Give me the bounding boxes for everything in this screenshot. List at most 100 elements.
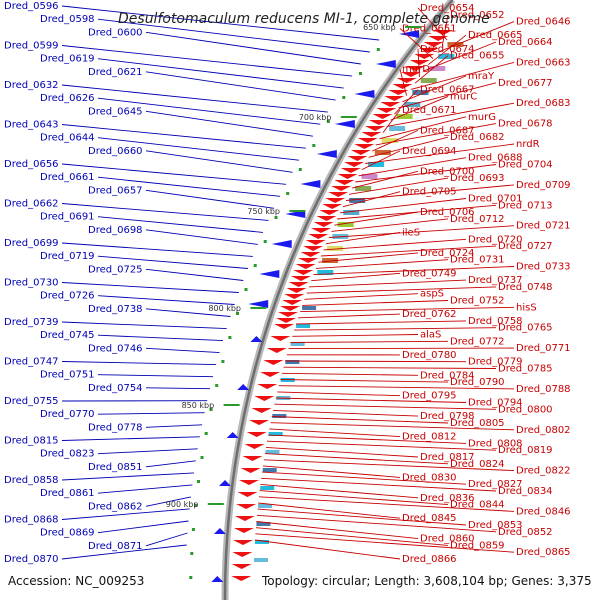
reverse-gene-arrow xyxy=(276,318,297,323)
gene-label-right: Dred_0784 xyxy=(420,370,475,381)
cds-annotation-block xyxy=(302,306,317,310)
reverse-gene-arrow xyxy=(239,480,259,485)
rna-marker xyxy=(376,48,380,51)
leader-line-right xyxy=(410,61,515,90)
reverse-gene-arrow xyxy=(282,300,303,305)
cds-annotation-block xyxy=(272,414,287,418)
gene-label-right: Dred_0700 xyxy=(420,166,475,177)
reverse-gene-arrow xyxy=(286,288,307,293)
reverse-gene-arrow xyxy=(388,90,409,95)
leader-line-right xyxy=(428,34,467,66)
reverse-gene-arrow xyxy=(300,252,321,257)
gene-label-left: Dred_0662 xyxy=(4,199,59,210)
leader-line-left xyxy=(61,472,195,481)
reverse-gene-arrow xyxy=(242,456,263,461)
gene-label-right: Dred_0682 xyxy=(450,132,505,143)
gene-label-right: Dred_0705 xyxy=(402,187,457,198)
leader-line-right xyxy=(390,95,449,121)
gene-label-right: Dred_0758 xyxy=(468,316,523,327)
cds-annotation-block xyxy=(447,42,464,47)
reverse-gene-arrow xyxy=(433,30,454,35)
leader-line-left xyxy=(145,347,220,354)
reverse-gene-arrow xyxy=(365,126,386,131)
gene-label-right: Dred_0737 xyxy=(468,275,523,286)
gene-label-right: Dred_0852 xyxy=(498,527,553,538)
forward-gene-arrow xyxy=(354,90,375,98)
leader-line-right xyxy=(351,170,419,189)
leader-line-left xyxy=(145,460,196,468)
gene-label-left: Dred_0719 xyxy=(40,251,95,262)
gene-label-right: murG xyxy=(468,112,496,123)
leader-line-left xyxy=(61,282,239,293)
reverse-gene-arrow xyxy=(368,120,389,125)
gene-label-left: Dred_0858 xyxy=(4,475,59,486)
accession-text: Accession: NC_009253 xyxy=(8,574,144,588)
cds-annotation-block xyxy=(265,450,280,454)
leader-line-left xyxy=(97,334,224,342)
gene-label-right: Dred_0817 xyxy=(420,452,475,463)
reverse-gene-arrow xyxy=(234,516,255,521)
reverse-gene-arrow xyxy=(298,258,319,263)
reverse-gene-arrow xyxy=(384,96,405,101)
reverse-gene-arrow xyxy=(334,180,355,185)
gene-label-right: alaS xyxy=(420,330,441,341)
gene-label-left: Dred_0754 xyxy=(88,383,143,394)
gene-label-right: ileS xyxy=(402,228,420,239)
rna-marker xyxy=(194,504,198,507)
cds-annotation-block xyxy=(262,468,277,472)
kbp-marker-label: 650 kbp xyxy=(363,23,396,32)
leader-line-right xyxy=(358,157,467,177)
gene-label-right: Dred_0731 xyxy=(450,255,505,266)
reverse-gene-arrow xyxy=(274,324,295,329)
leader-line-right xyxy=(399,28,434,59)
gene-label-left: Dred_0632 xyxy=(4,80,59,91)
cds-annotation-block xyxy=(290,342,305,346)
leader-line-right xyxy=(326,232,401,245)
gene-label-right: murD xyxy=(402,64,430,75)
leader-line-right xyxy=(258,496,515,512)
gene-label-left: Dred_0596 xyxy=(4,1,59,12)
gene-label-right: Dred_0683 xyxy=(516,98,571,109)
rna-marker xyxy=(342,96,346,99)
gene-label-right: hisS xyxy=(516,302,537,313)
forward-gene-arrow xyxy=(219,480,231,486)
leader-line-right xyxy=(290,340,449,343)
gene-label-right: Dred_0780 xyxy=(402,350,457,361)
gene-label-right: Dred_0834 xyxy=(498,486,553,497)
leader-line-right xyxy=(375,123,497,146)
leader-line-right xyxy=(417,48,420,78)
gene-label-right: Dred_0752 xyxy=(450,296,505,307)
leader-line-left xyxy=(61,508,190,520)
forward-gene-arrow xyxy=(211,576,224,582)
gene-label-right: Dred_0678 xyxy=(498,119,553,130)
reverse-gene-arrow xyxy=(308,234,329,239)
leader-line-right xyxy=(399,69,408,96)
forward-gene-arrow xyxy=(237,384,250,390)
leader-line-right xyxy=(398,82,497,109)
leader-line-right xyxy=(264,453,449,465)
gene-label-right: murC xyxy=(450,91,477,102)
leader-line-left xyxy=(61,45,353,77)
gene-label-right: aspS xyxy=(420,289,444,300)
leader-line-left xyxy=(97,216,264,233)
kbp-marker-label: 800 kbp xyxy=(208,304,241,313)
topology-text: Topology: circular; Length: 3,608,104 bp… xyxy=(261,574,592,588)
kbp-marker-label: 700 kbp xyxy=(299,113,332,122)
leader-line-right xyxy=(368,136,449,158)
gene-label-right: Dred_0652 xyxy=(450,10,505,21)
leader-line-left xyxy=(61,436,200,441)
gene-label-left: Dred_0660 xyxy=(88,146,143,157)
leader-line-right xyxy=(402,75,467,103)
gene-label-right: Dred_0771 xyxy=(516,343,571,354)
reverse-gene-arrow xyxy=(231,564,252,569)
cds-annotation-block xyxy=(317,270,334,275)
leader-line-left xyxy=(97,18,370,53)
gene-label-right: Dred_0853 xyxy=(468,520,523,531)
gene-label-left: Dred_0770 xyxy=(40,409,95,420)
leader-line-right xyxy=(283,366,497,369)
gene-label-right: Dred_0727 xyxy=(498,241,553,252)
gene-label-left: Dred_0747 xyxy=(4,357,59,368)
reverse-gene-arrow xyxy=(246,432,267,437)
gene-label-left: Dred_0661 xyxy=(40,172,95,183)
